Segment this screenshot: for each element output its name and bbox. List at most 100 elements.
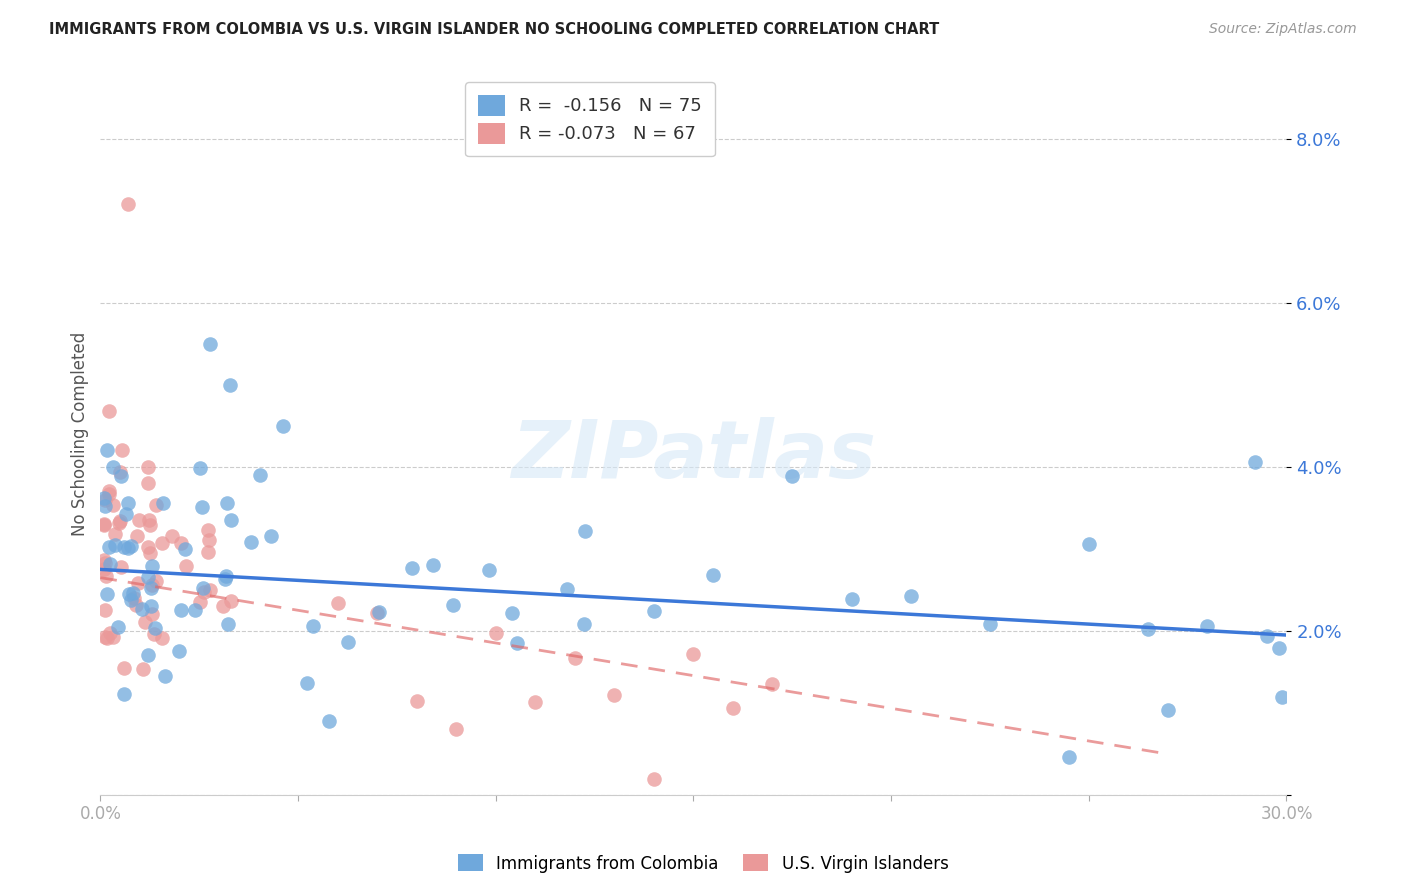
Point [141, 558, 163, 573]
Point [574, 524, 596, 539]
Point [1137, 622, 1160, 636]
Point [643, 772, 665, 786]
Point [145, 574, 167, 588]
Point [524, 695, 547, 709]
Point [141, 607, 163, 621]
Point [136, 476, 159, 491]
Point [1077, 537, 1099, 551]
Point [155, 669, 177, 683]
Point [336, 634, 359, 648]
Point [94, 493, 117, 508]
Point [96, 587, 118, 601]
Point [112, 540, 135, 554]
Point [249, 468, 271, 483]
Point [136, 540, 159, 554]
Point [214, 572, 236, 586]
Point [107, 516, 129, 530]
Point [501, 606, 523, 620]
Point [643, 604, 665, 618]
Point [93, 517, 115, 532]
Point [103, 630, 125, 644]
Point [318, 714, 340, 728]
Point [125, 529, 148, 543]
Point [136, 648, 159, 663]
Point [188, 595, 211, 609]
Point [900, 590, 922, 604]
Point [143, 621, 166, 635]
Point [198, 582, 221, 597]
Point [115, 507, 138, 521]
Point [150, 631, 173, 645]
Point [131, 601, 153, 615]
Point [98, 404, 121, 418]
Point [198, 336, 221, 351]
Point [1267, 640, 1289, 655]
Point [103, 527, 125, 541]
Point [108, 514, 131, 528]
Point [682, 647, 704, 661]
Point [555, 582, 578, 596]
Point [122, 586, 145, 600]
Point [485, 625, 508, 640]
Point [1157, 703, 1180, 717]
Point [120, 593, 142, 607]
Point [1271, 690, 1294, 704]
Point [128, 513, 150, 527]
Point [167, 644, 190, 658]
Point [125, 598, 148, 612]
Point [98, 625, 121, 640]
Point [93, 517, 115, 532]
Point [117, 197, 139, 211]
Point [143, 627, 166, 641]
Point [94, 603, 117, 617]
Point [1197, 619, 1219, 633]
Point [97, 487, 120, 501]
Point [138, 546, 160, 560]
Point [215, 569, 238, 583]
Point [603, 689, 626, 703]
Point [979, 616, 1001, 631]
Point [197, 545, 219, 559]
Legend: R =  -0.156   N = 75, R = -0.073   N = 67: R = -0.156 N = 75, R = -0.073 N = 67 [465, 82, 714, 156]
Point [141, 577, 163, 591]
Point [93, 562, 115, 576]
Point [193, 584, 215, 599]
Point [193, 581, 215, 595]
Point [169, 603, 191, 617]
Point [221, 594, 243, 608]
Point [302, 619, 325, 633]
Point [441, 599, 464, 613]
Point [93, 491, 115, 505]
Point [150, 535, 173, 549]
Point [197, 524, 219, 538]
Point [108, 466, 131, 480]
Point [173, 541, 195, 556]
Point [112, 661, 135, 675]
Point [506, 635, 529, 649]
Point [212, 599, 235, 614]
Point [94, 569, 117, 583]
Point [477, 563, 499, 577]
Point [271, 418, 294, 433]
Point [217, 616, 239, 631]
Point [1256, 629, 1278, 643]
Point [198, 533, 221, 547]
Point [366, 606, 388, 620]
Point [107, 620, 129, 634]
Point [1243, 454, 1265, 468]
Point [260, 529, 283, 543]
Point [160, 529, 183, 543]
Point [96, 631, 118, 645]
Point [120, 539, 142, 553]
Point [174, 558, 197, 573]
Text: IMMIGRANTS FROM COLOMBIA VS U.S. VIRGIN ISLANDER NO SCHOOLING COMPLETED CORRELAT: IMMIGRANTS FROM COLOMBIA VS U.S. VIRGIN … [49, 22, 939, 37]
Point [117, 541, 139, 555]
Point [191, 500, 214, 515]
Point [98, 557, 121, 571]
Point [110, 559, 132, 574]
Point [134, 615, 156, 629]
Point [93, 552, 115, 566]
Point [145, 498, 167, 512]
Point [111, 443, 134, 458]
Y-axis label: No Schooling Completed: No Schooling Completed [72, 332, 89, 536]
